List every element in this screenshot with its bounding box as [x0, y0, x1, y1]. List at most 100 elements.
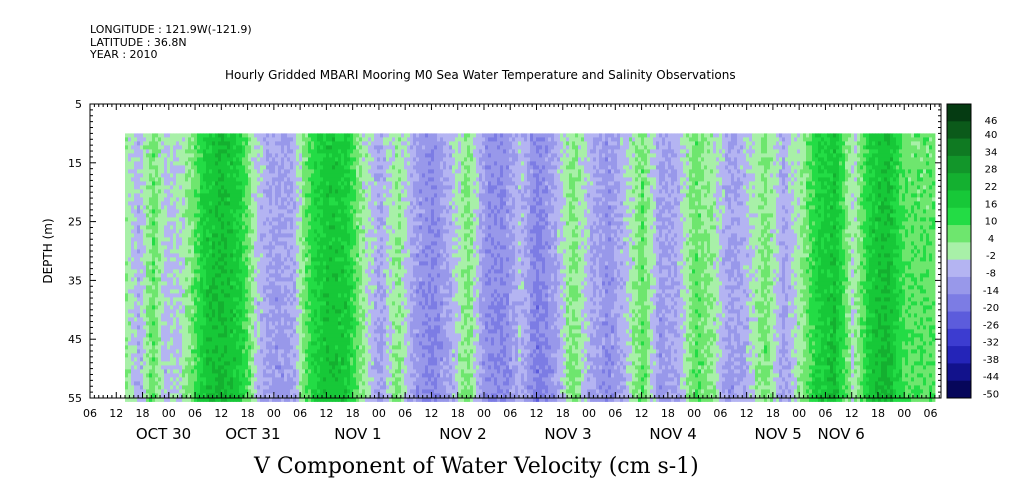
heatmap-cell [230, 365, 234, 370]
heatmap-cell [296, 253, 300, 258]
heatmap-cell [305, 189, 309, 194]
heatmap-cell [230, 141, 234, 146]
heatmap-cell [302, 365, 306, 370]
heatmap-cell [341, 345, 345, 350]
heatmap-cell [170, 269, 174, 274]
heatmap-cell [317, 397, 321, 402]
heatmap-cell [188, 389, 192, 394]
heatmap-cell [275, 165, 279, 170]
heatmap-cell [197, 317, 201, 322]
heatmap-cell [323, 313, 327, 318]
heatmap-cell [128, 309, 132, 314]
heatmap-cell [176, 197, 180, 202]
heatmap-cell [293, 325, 297, 330]
heatmap-cell [221, 297, 225, 302]
heatmap-cell [287, 341, 291, 346]
heatmap-cell [164, 369, 168, 374]
heatmap-cell [179, 353, 183, 358]
heatmap-cell [323, 197, 327, 202]
heatmap-cell [254, 381, 258, 386]
heatmap-cell [203, 321, 207, 326]
heatmap-cell [245, 197, 249, 202]
heatmap-cell [182, 305, 186, 310]
heatmap-cell [161, 357, 165, 362]
heatmap-cell [182, 189, 186, 194]
heatmap-cell [194, 241, 198, 246]
heatmap-cell [344, 209, 348, 214]
heatmap-cell [260, 301, 264, 306]
heatmap-cell [329, 345, 333, 350]
heatmap-cell [221, 381, 225, 386]
heatmap-cell [290, 349, 294, 354]
heatmap-cell [263, 273, 267, 278]
heatmap-cell [170, 249, 174, 254]
heatmap-cell [272, 321, 276, 326]
heatmap-cell [344, 321, 348, 326]
heatmap-cell [257, 305, 261, 310]
heatmap-cell [191, 349, 195, 354]
heatmap-cell [149, 249, 153, 254]
heatmap-cell [233, 221, 237, 226]
heatmap-cell [272, 269, 276, 274]
heatmap-cell [305, 277, 309, 282]
heatmap-cell [146, 277, 150, 282]
heatmap-cell [209, 345, 213, 350]
heatmap-cell [338, 269, 342, 274]
heatmap-cell [155, 353, 159, 358]
heatmap-cell [167, 217, 171, 222]
heatmap-cell [215, 337, 219, 342]
heatmap-cell [128, 389, 132, 394]
heatmap-cell [143, 349, 147, 354]
heatmap-cell [311, 229, 315, 234]
heatmap-cell [254, 277, 258, 282]
heatmap-cell [209, 361, 213, 366]
heatmap-cell [254, 369, 258, 374]
heatmap-cell [173, 141, 177, 146]
heatmap-cell [236, 321, 240, 326]
heatmap-cell [308, 333, 312, 338]
heatmap-cell [185, 277, 189, 282]
heatmap-cell [236, 305, 240, 310]
heatmap-cell [194, 385, 198, 390]
heatmap-cell [206, 209, 210, 214]
heatmap-cell [263, 289, 267, 294]
heatmap-cell [344, 145, 348, 150]
heatmap-cell [206, 265, 210, 270]
heatmap-cell [146, 213, 150, 218]
heatmap-cell [281, 145, 285, 150]
heatmap-cell [260, 357, 264, 362]
heatmap-cell [179, 209, 183, 214]
heatmap-cell [188, 361, 192, 366]
heatmap-cell [248, 253, 252, 258]
heatmap-cell [197, 181, 201, 186]
heatmap-cell [236, 141, 240, 146]
heatmap-cell [329, 197, 333, 202]
heatmap-cell [269, 385, 273, 390]
heatmap-cell [338, 341, 342, 346]
heatmap-cell [146, 301, 150, 306]
heatmap-cell [239, 193, 243, 198]
heatmap-cell [275, 373, 279, 378]
heatmap-cell [182, 289, 186, 294]
heatmap-cell [212, 301, 216, 306]
heatmap-cell [146, 237, 150, 242]
heatmap-cell [125, 145, 129, 150]
heatmap-cell [215, 353, 219, 358]
heatmap-cell [251, 273, 255, 278]
heatmap-cell [212, 213, 216, 218]
heatmap-cell [173, 337, 177, 342]
heatmap-cell [137, 357, 141, 362]
heatmap-cell [203, 305, 207, 310]
heatmap-cell [191, 189, 195, 194]
heatmap-cell [272, 261, 276, 266]
heatmap-cell [308, 309, 312, 314]
heatmap-cell [347, 241, 351, 246]
heatmap-cell [152, 157, 156, 162]
heatmap-cell [188, 313, 192, 318]
heatmap-cell [260, 381, 264, 386]
heatmap-cell [248, 189, 252, 194]
heatmap-cell [236, 345, 240, 350]
heatmap-cell [320, 153, 324, 158]
heatmap-cell [281, 369, 285, 374]
heatmap-cell [215, 233, 219, 238]
